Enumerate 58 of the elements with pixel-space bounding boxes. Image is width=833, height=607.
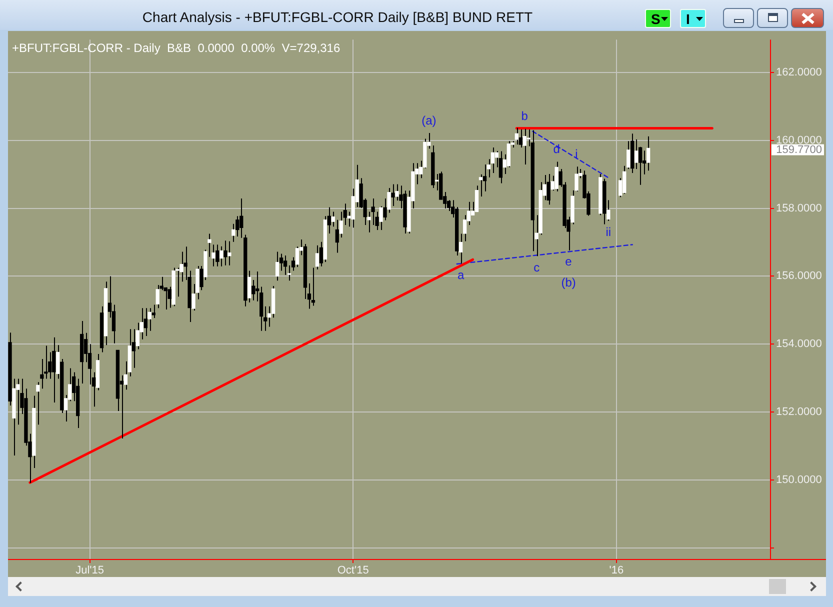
candlestick — [522, 128, 526, 166]
candlestick — [283, 255, 288, 276]
candlestick — [474, 185, 479, 212]
annotation: a — [457, 268, 464, 282]
candlestick — [224, 240, 228, 266]
candlestick — [462, 214, 467, 242]
candlestick — [156, 284, 160, 309]
annotation: d — [553, 142, 560, 156]
candlestick — [232, 223, 236, 242]
candlestick — [490, 147, 495, 174]
annotation: i — [575, 146, 578, 161]
y-tick-label: 156.0000 — [776, 270, 822, 282]
candlestick — [315, 244, 320, 270]
x-tick-label: Jul'15 — [76, 564, 104, 577]
chart-subtitle: +BFUT:FGBL-CORR - Daily B&B 0.0000 0.00% V=729,316 — [12, 40, 340, 55]
y-tick-label: 152.0000 — [776, 406, 822, 418]
candlestick — [311, 267, 316, 306]
annotation: e — [565, 254, 572, 269]
y-tick-label: 162.0000 — [776, 66, 822, 79]
candlestick — [546, 174, 550, 206]
candlestick — [36, 382, 40, 426]
candlestick — [383, 198, 387, 221]
candlestick — [252, 279, 256, 301]
candlestick — [216, 244, 220, 267]
y-tick-label: 158.0000 — [776, 202, 822, 214]
candlestick — [554, 161, 558, 192]
text: 159.7700 — [776, 144, 822, 156]
candlestick — [335, 219, 339, 254]
candlestick — [391, 184, 395, 206]
candlestick — [331, 211, 335, 228]
candlestick — [379, 206, 383, 231]
candlestick — [168, 286, 172, 308]
annotation: c — [534, 260, 540, 274]
x-tick-label: '16 — [609, 564, 624, 577]
dropdown-button: I — [680, 9, 706, 28]
chart-title: Chart Analysis - +BFUT:FGBL-CORR Daily [B&B] BUND RETT — [142, 9, 533, 25]
candlestick — [478, 174, 483, 197]
candlestick — [152, 304, 156, 318]
candlestick — [275, 251, 280, 282]
candlestick — [634, 138, 638, 170]
candlestick — [52, 336, 56, 403]
dropdown-button: S — [645, 9, 671, 28]
candlestick — [319, 241, 324, 267]
candlestick — [228, 240, 232, 266]
annotation: b — [521, 109, 528, 124]
candlestick — [498, 150, 503, 184]
y-tick-label: 154.0000 — [776, 338, 822, 350]
y-tick-label: 150.0000 — [776, 474, 822, 486]
candlestick — [295, 246, 300, 268]
candlestick — [646, 136, 650, 172]
x-tick-label: Oct'15 — [337, 564, 369, 577]
annotation: (a) — [422, 113, 436, 128]
candlestick — [574, 166, 578, 192]
candlestick — [144, 308, 148, 336]
y-tick-label: 160.0000 — [776, 134, 822, 146]
annotation: ii — [606, 225, 612, 240]
candlestick — [518, 129, 522, 148]
annotation: (b) — [561, 276, 576, 290]
